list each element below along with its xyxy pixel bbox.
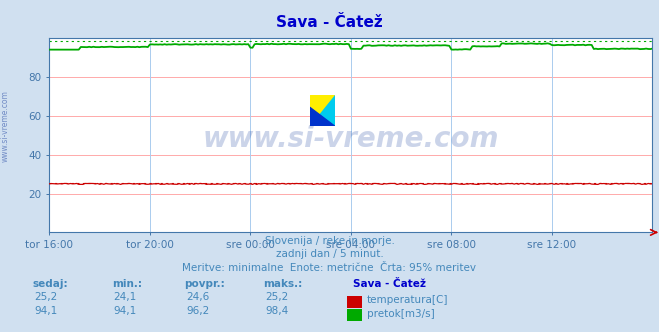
Text: www.si-vreme.com: www.si-vreme.com: [203, 125, 499, 153]
Text: min.:: min.:: [112, 279, 142, 289]
Text: temperatura[C]: temperatura[C]: [367, 295, 449, 305]
Text: 24,1: 24,1: [113, 292, 137, 302]
Text: 94,1: 94,1: [113, 306, 137, 316]
Text: 24,6: 24,6: [186, 292, 210, 302]
Text: Meritve: minimalne  Enote: metrične  Črta: 95% meritev: Meritve: minimalne Enote: metrične Črta:…: [183, 263, 476, 273]
Polygon shape: [310, 107, 335, 126]
Text: zadnji dan / 5 minut.: zadnji dan / 5 minut.: [275, 249, 384, 259]
Text: maks.:: maks.:: [264, 279, 303, 289]
Polygon shape: [310, 95, 335, 126]
Text: 25,2: 25,2: [34, 292, 58, 302]
Text: pretok[m3/s]: pretok[m3/s]: [367, 309, 435, 319]
Text: 98,4: 98,4: [265, 306, 289, 316]
Text: Sava - Čatež: Sava - Čatež: [353, 279, 426, 289]
Text: povpr.:: povpr.:: [185, 279, 225, 289]
Text: 94,1: 94,1: [34, 306, 58, 316]
Text: www.si-vreme.com: www.si-vreme.com: [1, 90, 10, 162]
Text: 96,2: 96,2: [186, 306, 210, 316]
Text: sedaj:: sedaj:: [33, 279, 69, 289]
Text: 25,2: 25,2: [265, 292, 289, 302]
Text: Slovenija / reke in morje.: Slovenija / reke in morje.: [264, 236, 395, 246]
Text: Sava - Čatež: Sava - Čatež: [276, 15, 383, 30]
